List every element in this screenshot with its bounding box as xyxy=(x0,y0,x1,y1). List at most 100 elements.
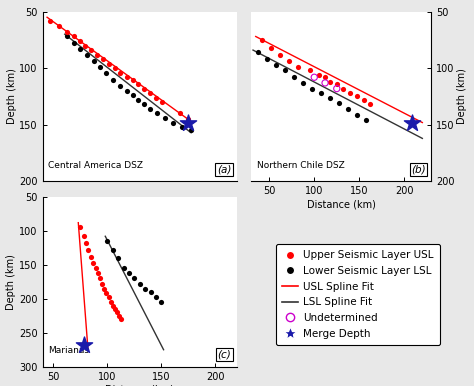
Y-axis label: Depth (km): Depth (km) xyxy=(7,69,17,124)
Point xyxy=(46,17,54,24)
Point xyxy=(80,233,88,239)
Point xyxy=(152,95,160,101)
Point xyxy=(117,69,124,76)
Point xyxy=(336,100,343,107)
Point xyxy=(77,224,84,230)
Point xyxy=(76,46,83,52)
Point xyxy=(134,97,142,103)
Point xyxy=(154,110,161,117)
Point xyxy=(116,313,123,319)
Text: (c): (c) xyxy=(218,350,231,360)
Point xyxy=(70,34,77,40)
Point xyxy=(102,69,110,76)
Point xyxy=(140,85,148,91)
Point xyxy=(87,47,95,53)
Point xyxy=(346,90,354,96)
Point xyxy=(109,247,117,253)
Point xyxy=(87,254,95,260)
Point xyxy=(360,97,368,103)
Point xyxy=(310,74,318,80)
Point xyxy=(104,238,111,244)
Point xyxy=(136,281,144,287)
Point xyxy=(96,64,104,70)
Point xyxy=(408,119,415,125)
Point xyxy=(83,51,91,58)
Point xyxy=(146,106,154,112)
Point xyxy=(267,45,275,51)
Point xyxy=(109,76,117,83)
Point xyxy=(55,23,63,29)
Point xyxy=(94,270,101,276)
Point xyxy=(99,56,107,62)
Point xyxy=(291,74,298,80)
Point xyxy=(282,68,289,74)
Y-axis label: Depth (km): Depth (km) xyxy=(6,254,17,310)
Point xyxy=(294,64,302,70)
Point xyxy=(105,294,112,300)
X-axis label: Distance (km): Distance (km) xyxy=(307,199,376,209)
Point xyxy=(161,115,168,121)
Point xyxy=(90,260,97,266)
Point xyxy=(276,51,284,58)
Point xyxy=(96,275,104,281)
Legend: Upper Seismic Layer USL, Lower Seismic Layer LSL, USL Spline Fit, LSL Spline Fit: Upper Seismic Layer USL, Lower Seismic L… xyxy=(276,244,440,345)
Point xyxy=(105,61,113,67)
Point xyxy=(363,117,370,124)
Point xyxy=(321,80,329,86)
Point xyxy=(82,240,90,246)
Point xyxy=(123,74,130,80)
Point xyxy=(146,90,154,96)
Point xyxy=(170,119,177,125)
Point xyxy=(184,116,192,122)
Point xyxy=(339,85,347,91)
Point xyxy=(258,37,266,43)
Point xyxy=(94,51,101,58)
Point xyxy=(354,112,361,118)
Text: Northern Chile DSZ: Northern Chile DSZ xyxy=(256,161,345,169)
Point xyxy=(255,49,262,56)
Point xyxy=(102,290,110,296)
Point xyxy=(100,286,108,292)
Point xyxy=(90,58,98,64)
Point xyxy=(111,306,119,312)
Point xyxy=(111,65,119,71)
Point xyxy=(333,81,340,87)
Point xyxy=(98,281,106,287)
Point xyxy=(345,106,352,112)
Point xyxy=(285,58,293,64)
Point xyxy=(318,90,325,96)
Point xyxy=(109,303,117,309)
Point xyxy=(264,56,271,62)
Point xyxy=(81,42,89,49)
Point xyxy=(120,265,128,271)
Point xyxy=(327,95,334,101)
Point xyxy=(141,286,149,292)
Point xyxy=(147,289,155,295)
Point xyxy=(140,102,148,108)
Point xyxy=(118,316,125,322)
Point xyxy=(107,299,115,305)
Point xyxy=(129,76,137,83)
Point xyxy=(84,247,92,253)
Point xyxy=(176,110,183,117)
Point xyxy=(333,85,340,91)
Point xyxy=(321,74,329,80)
Point xyxy=(76,38,83,44)
Text: Marianas: Marianas xyxy=(48,346,90,355)
Point xyxy=(70,40,77,46)
Point xyxy=(327,79,334,85)
Point xyxy=(80,342,88,348)
Point xyxy=(273,62,280,68)
Point xyxy=(114,255,122,261)
Point xyxy=(125,270,133,276)
Point xyxy=(184,119,192,125)
Point xyxy=(152,294,160,300)
Text: (a): (a) xyxy=(217,164,231,174)
Point xyxy=(187,127,195,134)
Point xyxy=(158,299,165,305)
Point xyxy=(64,34,71,40)
Text: Central America DSZ: Central America DSZ xyxy=(48,161,144,169)
Point xyxy=(178,124,186,130)
Point xyxy=(129,92,137,98)
Point xyxy=(309,85,316,91)
